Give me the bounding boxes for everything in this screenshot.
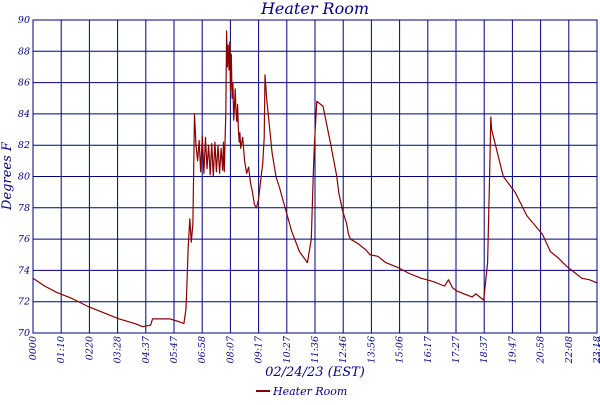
x-tick-label: 01:10 [56,336,67,363]
x-tick-label: 15:06 [395,336,406,363]
y-tick-label: 86 [18,78,30,89]
y-tick-labels: 70 72 74 76 78 80 82 84 86 88 90 [18,15,30,339]
x-axis-title: 02/24/23 (EST) [265,365,365,380]
y-tick-label: 90 [18,15,30,26]
x-tick-label: 13:56 [366,336,377,363]
y-tick-label: 84 [18,109,30,120]
x-tick-label: 23:59 [597,336,600,364]
x-tick-label: 10:27 [282,335,293,363]
y-tick-label: 72 [18,297,30,308]
plot-frame [32,19,598,334]
legend: Heater Room [256,385,347,398]
x-tick-label: 06:58 [197,336,208,363]
y-axis-title: Degrees F [0,141,15,211]
x-tick-labels: 0000 01:10 0220 03:28 04:37 05:47 06:58 08:07 09… [28,335,600,364]
x-tick-label: 11:36 [310,336,321,363]
x-tick-label: 19:47 [507,335,518,363]
x-tick-label: 05:47 [169,335,180,363]
chart-title: Heater Room [260,0,369,18]
y-tick-label: 74 [18,265,30,276]
x-tick-label: 22:08 [564,336,575,364]
y-tick-label: 80 [18,172,30,183]
x-tick-label: 16:17 [423,335,434,363]
grid [32,19,598,334]
x-tick-label: 08:07 [225,335,236,363]
x-tick-label: 04:37 [141,335,152,363]
y-tick-label: 88 [18,46,30,57]
x-tick-label: 23:18 [592,336,600,364]
y-tick-label: 82 [18,140,30,151]
x-tick-label: 0000 [28,336,39,360]
series-layer [32,30,598,328]
y-tick-label: 78 [18,203,30,214]
x-tick-label: 09:17 [254,335,265,363]
x-tick-label: 18:37 [479,335,490,363]
x-tick-label: 17:27 [451,335,462,363]
y-tick-label: 70 [18,328,30,339]
y-tick-label: 76 [18,234,30,245]
legend-label: Heater Room [272,385,347,398]
x-tick-label: 12:46 [338,336,349,363]
x-tick-label: 20:58 [536,336,547,364]
series-line-heater-room [32,30,598,328]
x-tick-label: 0220 [84,336,95,360]
x-tick-label: 03:28 [113,336,124,363]
